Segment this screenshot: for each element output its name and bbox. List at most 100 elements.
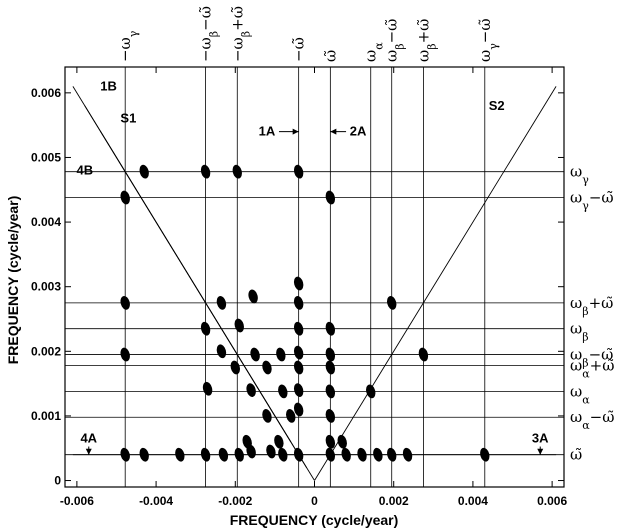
data-point-42 (139, 447, 149, 462)
diagonal-line-3 (314, 86, 557, 481)
y-tick-label-4: 0.004 (31, 215, 61, 229)
ticks: -0.006 -0.004 -0.002 0 0.002 0.004 0.006 0 0.001… (31, 67, 567, 508)
data-point-18 (250, 347, 260, 362)
data-point-8 (216, 295, 227, 310)
data-point-53 (357, 447, 367, 462)
data-point-48 (266, 444, 276, 459)
right-label-1: ωγ−ω̃ (570, 189, 614, 213)
points (120, 164, 490, 462)
data-point-47 (246, 444, 256, 459)
top-label-8: ωγ−ω̃ (476, 18, 500, 62)
data-point-15 (325, 321, 336, 336)
data-point-3 (232, 164, 242, 179)
y-axis-title: FREQUENCY (cycle/year) (5, 196, 21, 365)
annotation-3a: 3A (532, 431, 549, 446)
data-point-37 (325, 434, 336, 449)
y-tick-label-0: 0 (54, 474, 61, 488)
data-point-50 (293, 447, 304, 462)
right-label-7: ωα−ω̃ (570, 408, 614, 432)
data-point-24 (262, 360, 272, 375)
annotation-arrowhead-2 (85, 448, 92, 455)
right-label-5: ωα+ω̃ (570, 357, 614, 381)
right-label-8: ω̃ (570, 446, 582, 464)
data-point-34 (286, 409, 296, 423)
annotation-s1: S1 (120, 111, 136, 126)
data-point-31 (325, 384, 336, 399)
data-point-27 (202, 381, 213, 396)
data-point-1 (120, 190, 130, 205)
data-point-22 (418, 347, 429, 362)
data-point-38 (337, 434, 347, 449)
data-point-40 (274, 434, 284, 449)
data-point-52 (341, 447, 351, 462)
top-label-7: ωβ+ω̃ (414, 19, 438, 62)
data-point-11 (387, 295, 397, 310)
data-point-57 (480, 447, 490, 462)
data-point-7 (120, 295, 130, 310)
top-label-3: −ω̃ (290, 37, 308, 62)
top-label-6: ωβ−ω̃ (383, 19, 407, 62)
data-point-17 (216, 344, 227, 359)
right-label-3: ωβ (570, 320, 589, 344)
data-point-43 (175, 447, 185, 462)
annotation-arrowhead-3 (537, 448, 544, 455)
x-tick-label-4: 0.002 (379, 494, 409, 508)
plot-frame (64, 66, 565, 488)
data-point-6 (293, 276, 304, 291)
top-label-4: ω̃ (321, 50, 339, 62)
data-point-54 (373, 447, 383, 462)
data-point-19 (276, 347, 286, 362)
x-axis-title: FREQUENCY (cycle/year) (230, 512, 399, 528)
right-label-2: ωβ+ω̃ (570, 294, 613, 318)
data-point-14 (293, 321, 304, 336)
annotation-4a: 4A (80, 431, 97, 446)
data-point-35 (293, 402, 304, 417)
data-point-29 (278, 384, 288, 399)
annotations: 1A 2A 4A 3A 1B S1 4B S2 (76, 78, 549, 455)
horizontal-lines (65, 171, 564, 456)
data-point-4 (293, 164, 304, 179)
data-point-51 (325, 447, 336, 462)
data-point-44 (200, 447, 211, 462)
vertical-lines (124, 67, 486, 487)
data-point-9 (248, 289, 258, 304)
data-point-25 (293, 360, 304, 375)
data-point-33 (262, 409, 272, 423)
top-label-0: −ωγ (116, 30, 140, 62)
annotation-1b: 1B (100, 78, 117, 93)
top-label-5: ωα (362, 42, 386, 62)
x-tick-label-2: -0.002 (218, 494, 252, 508)
diagonal-line-2 (100, 131, 292, 443)
y-tick-label-2: 0.002 (31, 344, 61, 358)
data-point-13 (234, 318, 244, 333)
annotation-4b: 4B (76, 162, 93, 177)
top-label-2: −ωβ+ω̃ (228, 6, 252, 62)
annotation-2a: 2A (350, 124, 367, 139)
data-point-49 (278, 447, 288, 462)
y-tick-label-3: 0.003 (31, 280, 61, 294)
right-label-4: ωβ−ω̃ (570, 346, 613, 370)
data-point-26 (325, 360, 336, 375)
annotation-s2: S2 (489, 98, 505, 113)
data-point-41 (120, 447, 130, 462)
x-tick-label-1: -0.004 (139, 494, 173, 508)
data-point-28 (246, 383, 256, 397)
data-point-10 (293, 295, 304, 310)
data-point-46 (234, 447, 244, 462)
data-point-36 (325, 409, 336, 423)
data-point-21 (325, 347, 336, 362)
diagonal-lines (72, 86, 557, 481)
data-point-12 (200, 321, 211, 336)
x-tick-label-3: 0 (311, 494, 318, 508)
data-point-20 (293, 345, 304, 360)
top-label-1: −ωβ−ω̃ (197, 6, 221, 62)
data-point-16 (120, 347, 130, 362)
data-point-55 (387, 447, 397, 462)
x-tick-label-5: 0.004 (458, 494, 488, 508)
data-point-56 (402, 447, 413, 462)
right-label-0: ωγ (570, 163, 589, 187)
y-tick-label-1: 0.001 (31, 409, 61, 423)
